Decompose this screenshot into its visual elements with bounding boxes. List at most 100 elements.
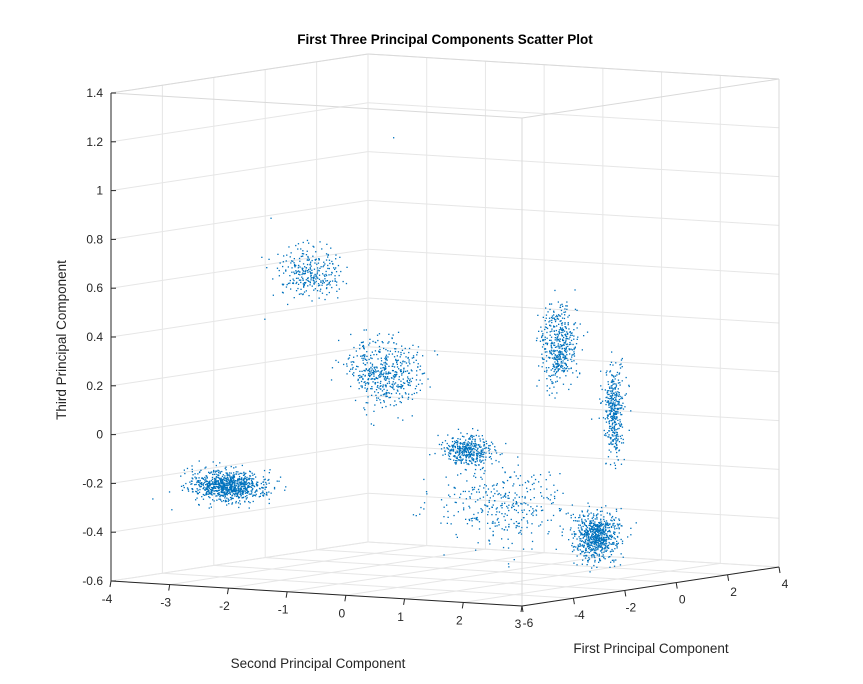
data-point bbox=[434, 452, 436, 455]
data-point bbox=[281, 283, 284, 285]
data-point bbox=[541, 521, 543, 523]
data-point bbox=[615, 423, 618, 425]
data-point bbox=[444, 453, 446, 455]
data-point bbox=[375, 371, 377, 373]
data-point bbox=[307, 271, 309, 273]
data-point bbox=[221, 494, 224, 497]
data-point bbox=[533, 488, 535, 490]
outlier-point bbox=[397, 417, 399, 419]
data-point bbox=[287, 282, 290, 285]
data-point bbox=[361, 357, 363, 359]
data-point bbox=[443, 516, 445, 518]
data-point bbox=[559, 338, 561, 340]
data-point bbox=[317, 285, 320, 287]
data-point bbox=[198, 471, 201, 474]
x-tick bbox=[675, 582, 678, 589]
x-tick-label: 2 bbox=[730, 585, 737, 599]
data-point bbox=[608, 422, 610, 425]
data-point bbox=[557, 365, 559, 367]
data-point bbox=[612, 409, 615, 411]
data-point bbox=[604, 525, 606, 527]
data-point bbox=[569, 336, 571, 338]
data-point bbox=[560, 365, 562, 367]
data-point bbox=[618, 528, 620, 530]
data-point bbox=[601, 532, 604, 534]
data-point bbox=[565, 351, 567, 354]
data-point bbox=[490, 458, 492, 460]
data-point bbox=[243, 471, 245, 473]
data-point bbox=[515, 527, 517, 529]
data-point bbox=[250, 493, 253, 495]
data-point bbox=[358, 388, 360, 390]
data-point bbox=[347, 358, 349, 360]
data-point bbox=[603, 534, 606, 536]
data-point bbox=[542, 333, 544, 335]
data-point bbox=[473, 513, 475, 516]
data-point bbox=[603, 543, 606, 545]
data-point bbox=[588, 545, 590, 548]
data-point bbox=[264, 486, 266, 488]
data-point bbox=[500, 505, 502, 507]
data-point bbox=[337, 361, 340, 363]
data-point bbox=[470, 434, 472, 437]
data-point bbox=[321, 292, 324, 294]
data-point bbox=[368, 369, 370, 371]
data-point bbox=[610, 406, 612, 408]
data-point bbox=[191, 483, 193, 485]
data-point bbox=[234, 485, 236, 488]
grid-line bbox=[110, 443, 369, 484]
data-point bbox=[302, 279, 304, 281]
data-point bbox=[402, 419, 404, 421]
data-point bbox=[597, 545, 599, 548]
data-point bbox=[252, 482, 254, 485]
data-point bbox=[351, 364, 353, 366]
box-edge bbox=[110, 92, 523, 119]
data-point bbox=[619, 395, 621, 398]
data-point bbox=[611, 515, 614, 518]
data-point bbox=[596, 541, 598, 544]
data-point bbox=[388, 371, 390, 373]
data-point bbox=[222, 482, 225, 484]
data-point bbox=[465, 445, 467, 448]
data-point bbox=[323, 264, 325, 267]
data-point bbox=[617, 439, 619, 441]
data-point bbox=[601, 543, 604, 545]
data-point bbox=[611, 396, 613, 398]
data-point bbox=[488, 447, 490, 450]
data-point bbox=[452, 448, 455, 450]
data-point bbox=[370, 388, 372, 390]
data-point bbox=[608, 430, 611, 432]
data-point bbox=[607, 400, 609, 402]
data-point bbox=[465, 451, 467, 453]
y-tick-label: -4 bbox=[102, 592, 113, 606]
data-point bbox=[407, 357, 409, 359]
data-point bbox=[259, 495, 261, 497]
data-point bbox=[580, 545, 582, 547]
data-point bbox=[490, 441, 493, 443]
data-point bbox=[447, 510, 449, 513]
data-point bbox=[236, 473, 238, 475]
grid-line bbox=[228, 548, 486, 589]
data-point bbox=[468, 518, 470, 521]
data-point bbox=[586, 555, 588, 557]
data-point bbox=[488, 445, 490, 447]
data-point bbox=[503, 529, 506, 531]
data-point bbox=[507, 495, 509, 497]
data-point bbox=[484, 447, 486, 450]
data-point bbox=[572, 546, 575, 548]
data-point bbox=[370, 372, 372, 374]
data-point bbox=[346, 363, 348, 365]
data-point bbox=[238, 473, 240, 475]
data-point bbox=[592, 528, 595, 530]
data-point bbox=[245, 489, 247, 491]
data-point bbox=[609, 370, 612, 372]
data-point bbox=[549, 334, 551, 336]
data-point bbox=[470, 462, 473, 464]
x-axis-label: First Principal Component bbox=[573, 641, 729, 656]
data-point bbox=[255, 483, 258, 485]
data-point bbox=[507, 563, 510, 565]
data-point bbox=[472, 460, 475, 462]
data-point bbox=[412, 344, 414, 346]
x-tick-label: -2 bbox=[625, 600, 636, 614]
data-point bbox=[608, 413, 611, 415]
